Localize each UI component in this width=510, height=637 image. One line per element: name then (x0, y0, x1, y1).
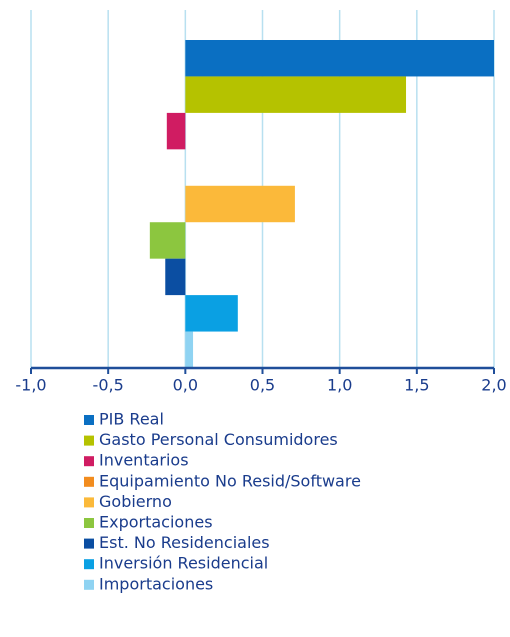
legend-swatch (84, 456, 94, 467)
x-tick-label: 0,0 (173, 376, 198, 395)
legend-swatch (84, 538, 94, 549)
legend-swatch (84, 497, 94, 508)
legend-label: Inversión Residencial (99, 554, 268, 573)
legend-swatch (84, 435, 94, 446)
legend-swatch (84, 518, 94, 528)
legend-swatch (84, 476, 94, 487)
x-tick-label: 0,5 (250, 376, 275, 395)
legend-swatch (84, 415, 94, 425)
x-tick-label: -1,0 (15, 376, 46, 395)
x-tick-label: -0,5 (93, 376, 124, 395)
bar (185, 331, 194, 368)
legend-label: Importaciones (99, 574, 213, 593)
x-tick-label: 1,5 (404, 376, 429, 395)
x-tick-label: 2,0 (481, 376, 506, 395)
legend-label: Inventarios (99, 451, 189, 470)
bar (185, 76, 407, 113)
bar (165, 258, 186, 296)
legend-label: Equipamiento No Resid/Software (99, 471, 361, 490)
x-tick-label: 1,0 (327, 376, 352, 395)
legend-label: PIB Real (99, 410, 164, 429)
legend-swatch (84, 579, 94, 590)
bar (185, 295, 238, 332)
legend-label: Exportaciones (99, 513, 213, 532)
bar (185, 185, 295, 223)
bar (149, 222, 186, 259)
bar (166, 112, 186, 150)
bar (185, 40, 495, 77)
legend-swatch (84, 559, 94, 570)
legend-label: Gasto Personal Consumidores (99, 430, 338, 449)
legend-label: Gobierno (99, 492, 172, 511)
legend-label: Est. No Residenciales (99, 533, 270, 552)
